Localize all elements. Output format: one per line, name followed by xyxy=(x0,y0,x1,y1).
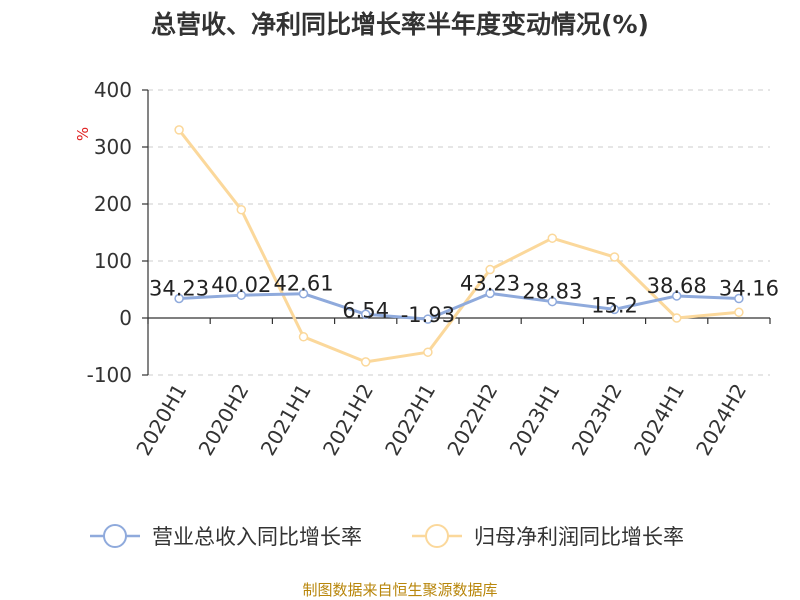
data-point xyxy=(734,293,744,304)
data-point xyxy=(609,304,620,315)
data-point xyxy=(360,357,371,367)
series-line-0 xyxy=(179,291,739,321)
x-tick-label: 2021H1 xyxy=(256,380,316,460)
legend-marker xyxy=(425,524,449,548)
data-label: 42.61 xyxy=(273,272,333,296)
legend-item: 营业总收入同比增长率 xyxy=(90,524,362,549)
data-point xyxy=(734,307,744,318)
data-label: 28.83 xyxy=(522,280,582,304)
data-point xyxy=(423,314,433,324)
legend-label: 归母净利润同比增长率 xyxy=(474,525,684,549)
y-tick-label: 0 xyxy=(119,306,132,330)
y-tick-label: 200 xyxy=(94,192,132,216)
data-point xyxy=(547,296,558,307)
data-point xyxy=(298,332,309,342)
data-point xyxy=(236,290,247,300)
data-point xyxy=(174,293,184,304)
data-label: 15.2 xyxy=(591,293,638,317)
x-tick-label: 2020H2 xyxy=(194,380,254,460)
data-label: 34.16 xyxy=(719,277,779,301)
y-tick-label: 400 xyxy=(94,78,132,102)
legend-label: 营业总收入同比增长率 xyxy=(152,525,362,549)
data-point xyxy=(671,313,682,323)
data-point xyxy=(547,233,558,243)
data-label: 40.02 xyxy=(211,273,271,297)
data-label: 38.68 xyxy=(647,274,707,298)
data-point xyxy=(298,288,309,299)
x-tick-label: 2023H1 xyxy=(505,380,565,460)
data-point xyxy=(485,264,495,275)
y-tick-label: -100 xyxy=(87,363,132,387)
data-point xyxy=(609,252,620,262)
data-point xyxy=(423,347,433,357)
source-note: 制图数据来自恒生聚源数据库 xyxy=(302,581,497,599)
grid-lines xyxy=(148,89,770,376)
y-tick-label: 300 xyxy=(94,135,132,159)
x-tick-label: 2024H1 xyxy=(629,380,689,460)
data-point xyxy=(360,309,371,320)
x-tick-label: 2023H2 xyxy=(567,380,627,460)
legend: 营业总收入同比增长率 归母净利润同比增长率 xyxy=(90,524,684,549)
data-point xyxy=(671,291,682,301)
x-tick-label: 2021H2 xyxy=(318,380,378,460)
legend-item: 归母净利润同比增长率 xyxy=(412,524,684,549)
x-tick-label: 2020H1 xyxy=(131,380,191,460)
legend-marker xyxy=(103,524,127,548)
x-tick-label: 2024H2 xyxy=(691,380,751,460)
data-point xyxy=(174,125,184,135)
chart-title: 总营收、净利同比增长率半年度变动情况(%) xyxy=(151,10,649,39)
x-tick-label: 2022H1 xyxy=(380,380,440,460)
data-point xyxy=(485,288,495,299)
data-label: -1.93 xyxy=(401,303,455,327)
data-label: 34.23 xyxy=(149,276,209,300)
x-tick-label: 2022H2 xyxy=(442,379,502,459)
y-axis-unit-label: % xyxy=(74,127,92,141)
series-lines xyxy=(174,125,744,367)
y-tick-label: 100 xyxy=(94,249,132,273)
data-label: 43.23 xyxy=(460,271,520,295)
data-point xyxy=(236,204,247,215)
data-label: 6.54 xyxy=(342,298,389,322)
series-line-1 xyxy=(177,128,740,364)
